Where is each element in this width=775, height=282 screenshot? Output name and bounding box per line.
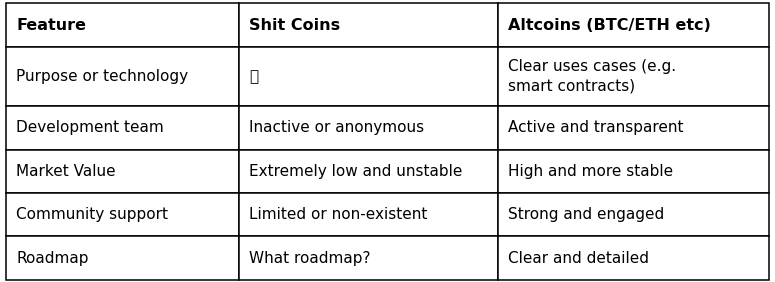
Text: Clear uses cases (e.g.
smart contracts): Clear uses cases (e.g. smart contracts) (508, 59, 677, 94)
Bar (498, 3, 769, 47)
Bar (498, 106, 769, 149)
Bar (498, 236, 769, 280)
Text: Strong and engaged: Strong and engaged (508, 207, 664, 222)
Text: What roadmap?: What roadmap? (249, 250, 370, 266)
Text: Feature: Feature (16, 17, 86, 33)
Bar (498, 193, 769, 236)
Bar (239, 149, 498, 193)
Text: Inactive or anonymous: Inactive or anonymous (249, 120, 424, 135)
Bar (6, 193, 239, 236)
Text: Shit Coins: Shit Coins (249, 17, 340, 33)
Bar (498, 149, 769, 193)
Text: 👀: 👀 (249, 69, 258, 84)
Text: Development team: Development team (16, 120, 164, 135)
Text: Market Value: Market Value (16, 164, 116, 179)
Text: High and more stable: High and more stable (508, 164, 673, 179)
Bar (239, 193, 498, 236)
Text: Altcoins (BTC/ETH etc): Altcoins (BTC/ETH etc) (508, 17, 711, 33)
Text: Extremely low and unstable: Extremely low and unstable (249, 164, 462, 179)
Bar (6, 3, 239, 47)
Bar (239, 3, 498, 47)
Text: Limited or non-existent: Limited or non-existent (249, 207, 427, 222)
Text: Clear and detailed: Clear and detailed (508, 250, 649, 266)
Text: Community support: Community support (16, 207, 168, 222)
Bar (239, 236, 498, 280)
Text: Purpose or technology: Purpose or technology (16, 69, 188, 84)
Text: Roadmap: Roadmap (16, 250, 89, 266)
Bar (6, 47, 239, 106)
Text: Active and transparent: Active and transparent (508, 120, 684, 135)
Bar (239, 106, 498, 149)
Bar (239, 47, 498, 106)
Bar (6, 106, 239, 149)
Bar (6, 236, 239, 280)
Bar (498, 47, 769, 106)
Bar (6, 149, 239, 193)
